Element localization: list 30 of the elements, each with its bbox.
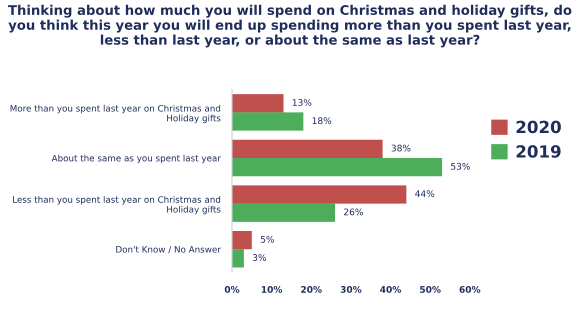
x-tick-label: 40% (380, 286, 402, 293)
bar (232, 140, 383, 158)
bar (232, 204, 336, 222)
bar (232, 158, 442, 176)
bar (232, 94, 284, 112)
data-label: 44% (415, 190, 434, 198)
x-tick-label: 10% (262, 286, 282, 293)
chart-title: Thinking about how much you will spend on Christmas and holiday gifts, do you think this year you will end up spending more than you spent last year, less than last year, or about the same as last year? (8, 4, 572, 48)
bar (232, 230, 252, 250)
y-tick-label: Less than you spent last year on Christmas and Holiday gifts (13, 196, 220, 214)
x-tick-label: 50% (420, 286, 441, 293)
data-label: 18% (312, 117, 332, 124)
legend-label: 2020 (516, 120, 561, 134)
data-label: 13% (292, 99, 312, 106)
data-label: 5% (260, 236, 274, 243)
bar (232, 185, 406, 204)
bar (232, 112, 304, 131)
data-label: 38% (392, 144, 411, 152)
y-tick-label: More than you spent last year on Christmas and Holiday gifts (10, 104, 220, 124)
data-label: 26% (344, 208, 363, 216)
x-tick-label: 20% (301, 286, 322, 293)
x-tick-label: 30% (340, 286, 362, 293)
data-label: 53% (451, 162, 470, 170)
bar (232, 249, 244, 268)
y-tick-label: About the same as you spent last year (52, 154, 221, 164)
x-tick-label: 0% (224, 286, 240, 293)
x-tick-label: 60% (460, 286, 480, 293)
y-tick-label: Don't Know / No Answer (116, 246, 221, 254)
data-label: 3% (252, 254, 266, 261)
legend-label: 2019 (516, 145, 561, 158)
